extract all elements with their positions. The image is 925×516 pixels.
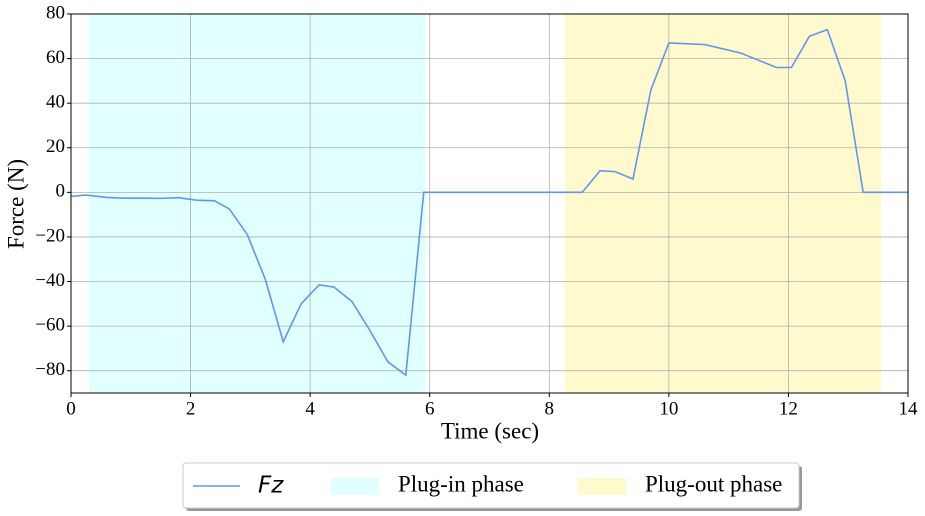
x-tick-label: 6 (425, 398, 435, 419)
legend (182, 462, 800, 509)
y-tick-label: 20 (46, 136, 65, 157)
x-tick-label: 0 (66, 398, 76, 419)
y-axis-label: Force (N) (3, 159, 28, 249)
x-tick-label: 8 (545, 398, 555, 419)
y-tick-label: −60 (35, 314, 65, 335)
legend-label: Plug-out phase (645, 471, 782, 496)
y-tick-label: −20 (35, 225, 65, 246)
x-axis-label: Time (sec) (441, 418, 539, 443)
x-tick-label: 10 (659, 398, 678, 419)
x-tick-label: 14 (899, 398, 919, 419)
shaded-region (564, 14, 882, 393)
legend-patch (578, 478, 626, 495)
y-tick-label: 80 (46, 2, 65, 23)
x-tick-label: 12 (779, 398, 798, 419)
x-tick-label: 2 (186, 398, 196, 419)
shaded-region (88, 14, 426, 393)
y-tick-label: −40 (35, 270, 65, 291)
plot-frame (70, 13, 909, 394)
y-tick-label: −80 (35, 359, 65, 380)
legend-label: Fz (258, 473, 284, 499)
legend-label: Plug-in phase (398, 471, 524, 496)
legend-patch (331, 478, 379, 495)
data-line (70, 28, 908, 377)
x-tick-label: 4 (305, 398, 315, 419)
y-tick-label: 40 (46, 92, 65, 113)
y-tick-label: 0 (56, 181, 66, 202)
y-tick-label: 60 (46, 47, 65, 68)
